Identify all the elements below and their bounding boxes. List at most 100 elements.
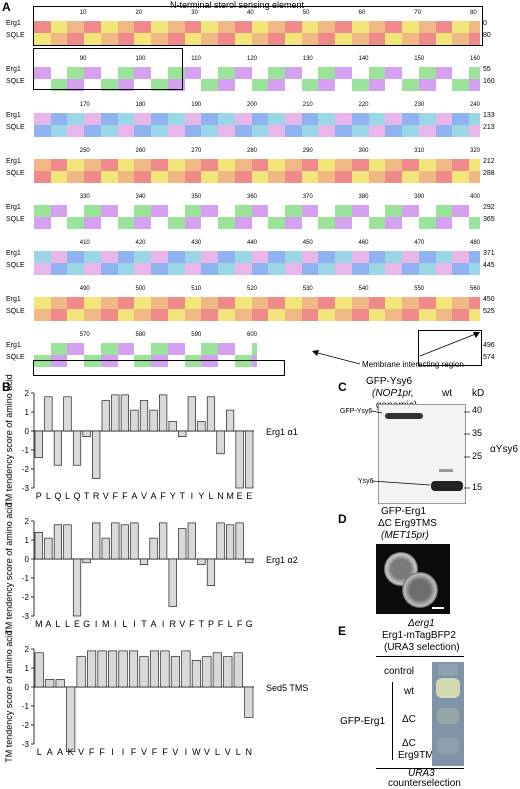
residue <box>446 309 453 321</box>
residue <box>340 205 347 217</box>
residue <box>441 263 447 275</box>
bar <box>44 396 53 432</box>
residue <box>391 79 397 91</box>
residue <box>112 355 118 367</box>
residue <box>296 309 302 321</box>
residue-label: L <box>215 747 220 757</box>
residue <box>379 251 386 263</box>
residue <box>257 21 263 33</box>
residue <box>312 79 319 91</box>
residue <box>100 251 107 263</box>
residue <box>430 309 436 321</box>
residue <box>128 21 135 33</box>
residue <box>206 343 213 355</box>
residue <box>218 217 224 229</box>
residue <box>435 309 442 321</box>
residue <box>134 79 140 91</box>
bar <box>139 400 149 432</box>
residue <box>424 113 431 125</box>
residue <box>290 21 297 33</box>
ruler-tick: 560 <box>470 286 481 292</box>
residue <box>374 67 380 79</box>
residue <box>218 113 224 125</box>
residue <box>391 171 397 183</box>
residue <box>469 251 475 263</box>
residue <box>402 21 408 33</box>
residue <box>391 217 397 229</box>
residue <box>463 205 470 217</box>
residue <box>340 113 347 125</box>
alignment-row-number: 213 <box>483 124 495 131</box>
residue <box>156 251 163 263</box>
residue <box>268 263 274 275</box>
residue <box>396 297 403 309</box>
residue <box>73 205 79 217</box>
residue <box>402 171 408 183</box>
residue <box>173 67 180 79</box>
residue <box>67 21 74 33</box>
residue <box>117 355 124 367</box>
residue-label: F <box>113 491 119 501</box>
residue <box>407 251 414 263</box>
residue <box>402 79 408 91</box>
alignment-row <box>34 309 481 321</box>
header-rule <box>376 656 464 657</box>
residue-label: M <box>35 619 43 629</box>
residue <box>223 67 230 79</box>
residue <box>285 251 291 263</box>
residue <box>167 171 174 183</box>
residue <box>50 251 57 263</box>
residue <box>290 297 297 309</box>
residue <box>379 79 386 91</box>
residue <box>78 297 85 309</box>
residue <box>167 263 174 275</box>
residue <box>229 79 235 91</box>
residue <box>195 113 202 125</box>
residue-label: V <box>225 747 231 757</box>
microscopy-image <box>376 544 450 614</box>
residue <box>56 309 62 321</box>
residue <box>407 263 414 275</box>
ruler-tick: 10 <box>79 10 87 16</box>
residue <box>128 33 135 45</box>
residue <box>134 297 140 309</box>
residue <box>257 159 263 171</box>
residue <box>212 309 219 321</box>
residue <box>195 79 202 91</box>
residue <box>89 263 96 275</box>
antibody-label: αYsy6 <box>490 444 519 455</box>
residue <box>290 251 297 263</box>
residue-label: A <box>151 619 157 629</box>
residue <box>139 251 146 263</box>
ruler-tick: 270 <box>191 148 202 154</box>
residue <box>251 217 258 229</box>
residue <box>156 205 163 217</box>
bar <box>128 650 139 688</box>
residue <box>413 205 419 217</box>
residue <box>418 67 425 79</box>
residue-label: E <box>237 491 243 501</box>
residue <box>351 67 358 79</box>
residue <box>56 67 62 79</box>
residue <box>307 171 313 183</box>
residue <box>123 67 129 79</box>
residue <box>273 297 280 309</box>
residue <box>301 113 308 125</box>
residue <box>474 205 481 217</box>
residue <box>89 33 96 45</box>
residue <box>257 205 263 217</box>
residue <box>296 67 302 79</box>
residue <box>206 297 213 309</box>
residue <box>61 297 68 309</box>
residue <box>106 125 113 137</box>
residue <box>184 263 191 275</box>
residue <box>413 33 419 45</box>
residue <box>112 205 118 217</box>
residue <box>67 159 74 171</box>
residue <box>234 297 241 309</box>
residue <box>363 33 369 45</box>
residue <box>39 205 46 217</box>
ruler-tick: 240 <box>470 102 481 108</box>
residue <box>167 79 174 91</box>
residue-label: F <box>237 619 243 629</box>
